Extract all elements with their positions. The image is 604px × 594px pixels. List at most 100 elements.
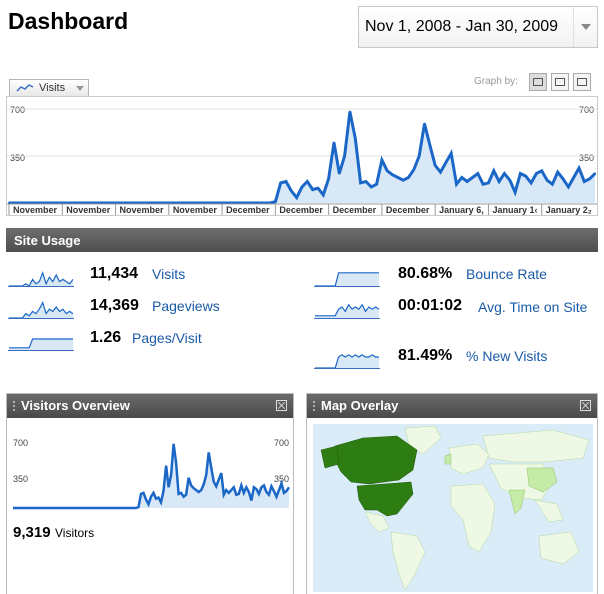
graph-by-week-button[interactable] — [551, 73, 569, 91]
chevron-down-icon[interactable] — [573, 7, 597, 47]
y-tick-label: 350 — [13, 474, 29, 484]
drag-handle-icon[interactable] — [312, 400, 316, 412]
visits-data-point — [300, 185, 304, 188]
site-usage-title: Site Usage — [14, 233, 81, 248]
site-usage-header: Site Usage — [6, 228, 598, 252]
map-overlay-title: Map Overlay — [321, 398, 399, 413]
visits-data-point — [306, 180, 309, 183]
avg-time-on-site-link[interactable]: Avg. Time on Site — [478, 299, 588, 315]
map-europe — [448, 443, 490, 475]
visits-data-point — [503, 172, 506, 175]
visits-data-point — [295, 196, 298, 199]
map-greenland — [404, 425, 442, 455]
map-mexico — [364, 511, 390, 533]
x-tick-label: November — [173, 205, 218, 215]
visits-chart[interactable]: 700 350 700 350 November November November… — [6, 96, 598, 216]
visits-data-point — [284, 180, 288, 183]
visits-data-point — [370, 185, 373, 188]
visitors-overview-panel: Visitors Overview 700 350 700 350 9,319 … — [6, 393, 294, 594]
month-icon — [577, 78, 587, 86]
sparkline-line — [9, 338, 73, 349]
visitors-mini-chart[interactable]: 700 350 700 350 — [11, 426, 291, 510]
visitors-overview-title: Visitors Overview — [21, 398, 130, 413]
graph-by-month-button[interactable] — [573, 73, 591, 91]
date-range-selector[interactable]: Nov 1, 2008 - Jan 30, 2009 — [358, 6, 598, 48]
visits-line-chart: November November November November December… — [7, 108, 597, 215]
map-uk — [444, 453, 452, 465]
visits-data-point — [588, 177, 591, 180]
sparkline-visits — [8, 270, 74, 287]
bounce-rate-value: 80.68% — [398, 265, 453, 282]
graph-by-day-button[interactable] — [529, 73, 547, 91]
metric-selector[interactable]: Visits — [9, 79, 89, 97]
new-visits-link[interactable]: % New Visits — [466, 348, 548, 364]
visits-link[interactable]: Visits — [152, 266, 186, 282]
bounce-rate-link[interactable]: Bounce Rate — [466, 266, 547, 282]
visits-data-point — [364, 180, 368, 183]
visits-data-point — [482, 183, 485, 186]
visits-data-point — [593, 172, 597, 175]
x-tick-label: December — [226, 205, 270, 215]
visits-data-point — [316, 187, 320, 190]
visits-data-point — [487, 181, 490, 184]
visits-data-point — [556, 171, 559, 174]
visits-data-point — [375, 183, 378, 186]
visits-data-point — [583, 180, 586, 183]
map-china — [526, 467, 558, 493]
sparkline-area — [315, 272, 379, 286]
visits-data-point — [423, 122, 426, 125]
x-tick-label: November — [13, 205, 58, 215]
map-africa — [450, 483, 496, 553]
week-icon — [555, 78, 565, 86]
visits-series-line — [13, 443, 291, 510]
visits-data-point — [444, 161, 447, 164]
y-tick-label: 700 — [10, 105, 26, 115]
day-icon — [533, 78, 543, 86]
sparkline-pages-per-visit — [8, 338, 74, 351]
pages-per-visit-link[interactable]: Pages/Visit — [132, 330, 202, 346]
sparkline-avg-time-on-site — [314, 303, 380, 319]
pageviews-link[interactable]: Pageviews — [152, 298, 220, 314]
close-icon[interactable] — [580, 400, 591, 411]
visits-data-point — [524, 175, 527, 178]
metric-selector-label: Visits — [39, 82, 66, 94]
x-tick-label: January 2₂ — [546, 205, 592, 215]
visits-data-point — [391, 173, 394, 176]
map-alaska — [320, 445, 340, 469]
visits-area — [9, 111, 595, 203]
x-tick-label: December — [279, 205, 323, 215]
drag-handle-icon[interactable] — [12, 400, 16, 412]
visits-data-point — [386, 169, 389, 172]
visitors-overview-header[interactable]: Visitors Overview — [7, 394, 293, 418]
close-icon[interactable] — [276, 400, 287, 411]
sparkline-pageviews — [8, 301, 74, 319]
dropdown-arrow-icon — [76, 86, 84, 91]
visitors-count-value: 9,319 — [13, 524, 51, 541]
line-chart-icon — [16, 84, 34, 92]
visits-data-point — [380, 158, 384, 162]
new-visits-value: 81.49% — [398, 347, 453, 364]
visits-data-point — [418, 154, 421, 158]
sparkline-area — [315, 354, 379, 368]
visits-data-point — [466, 180, 469, 183]
visits-data-point — [450, 152, 453, 155]
world-map[interactable] — [313, 424, 593, 592]
visits-data-point — [577, 166, 581, 170]
visits-data-point — [519, 172, 522, 175]
visits-data-point — [529, 181, 533, 184]
visits-data-point — [545, 179, 549, 182]
sparkline-area — [9, 272, 73, 286]
visits-data-point — [561, 177, 565, 180]
visits-data-point — [359, 181, 362, 184]
visits-data-point — [535, 172, 538, 175]
visits-data-point — [540, 169, 543, 172]
visits-data-point — [513, 191, 517, 194]
map-southeast-asia — [534, 499, 564, 523]
y-tick-label: 700 — [13, 438, 29, 448]
visits-value: 11,434 — [90, 265, 139, 282]
map-overlay-header[interactable]: Map Overlay — [307, 394, 597, 418]
x-tick-label: January 6, — [439, 205, 484, 215]
visits-data-point — [476, 172, 479, 175]
sparkline-line — [315, 303, 380, 317]
visits-data-point — [348, 110, 352, 113]
